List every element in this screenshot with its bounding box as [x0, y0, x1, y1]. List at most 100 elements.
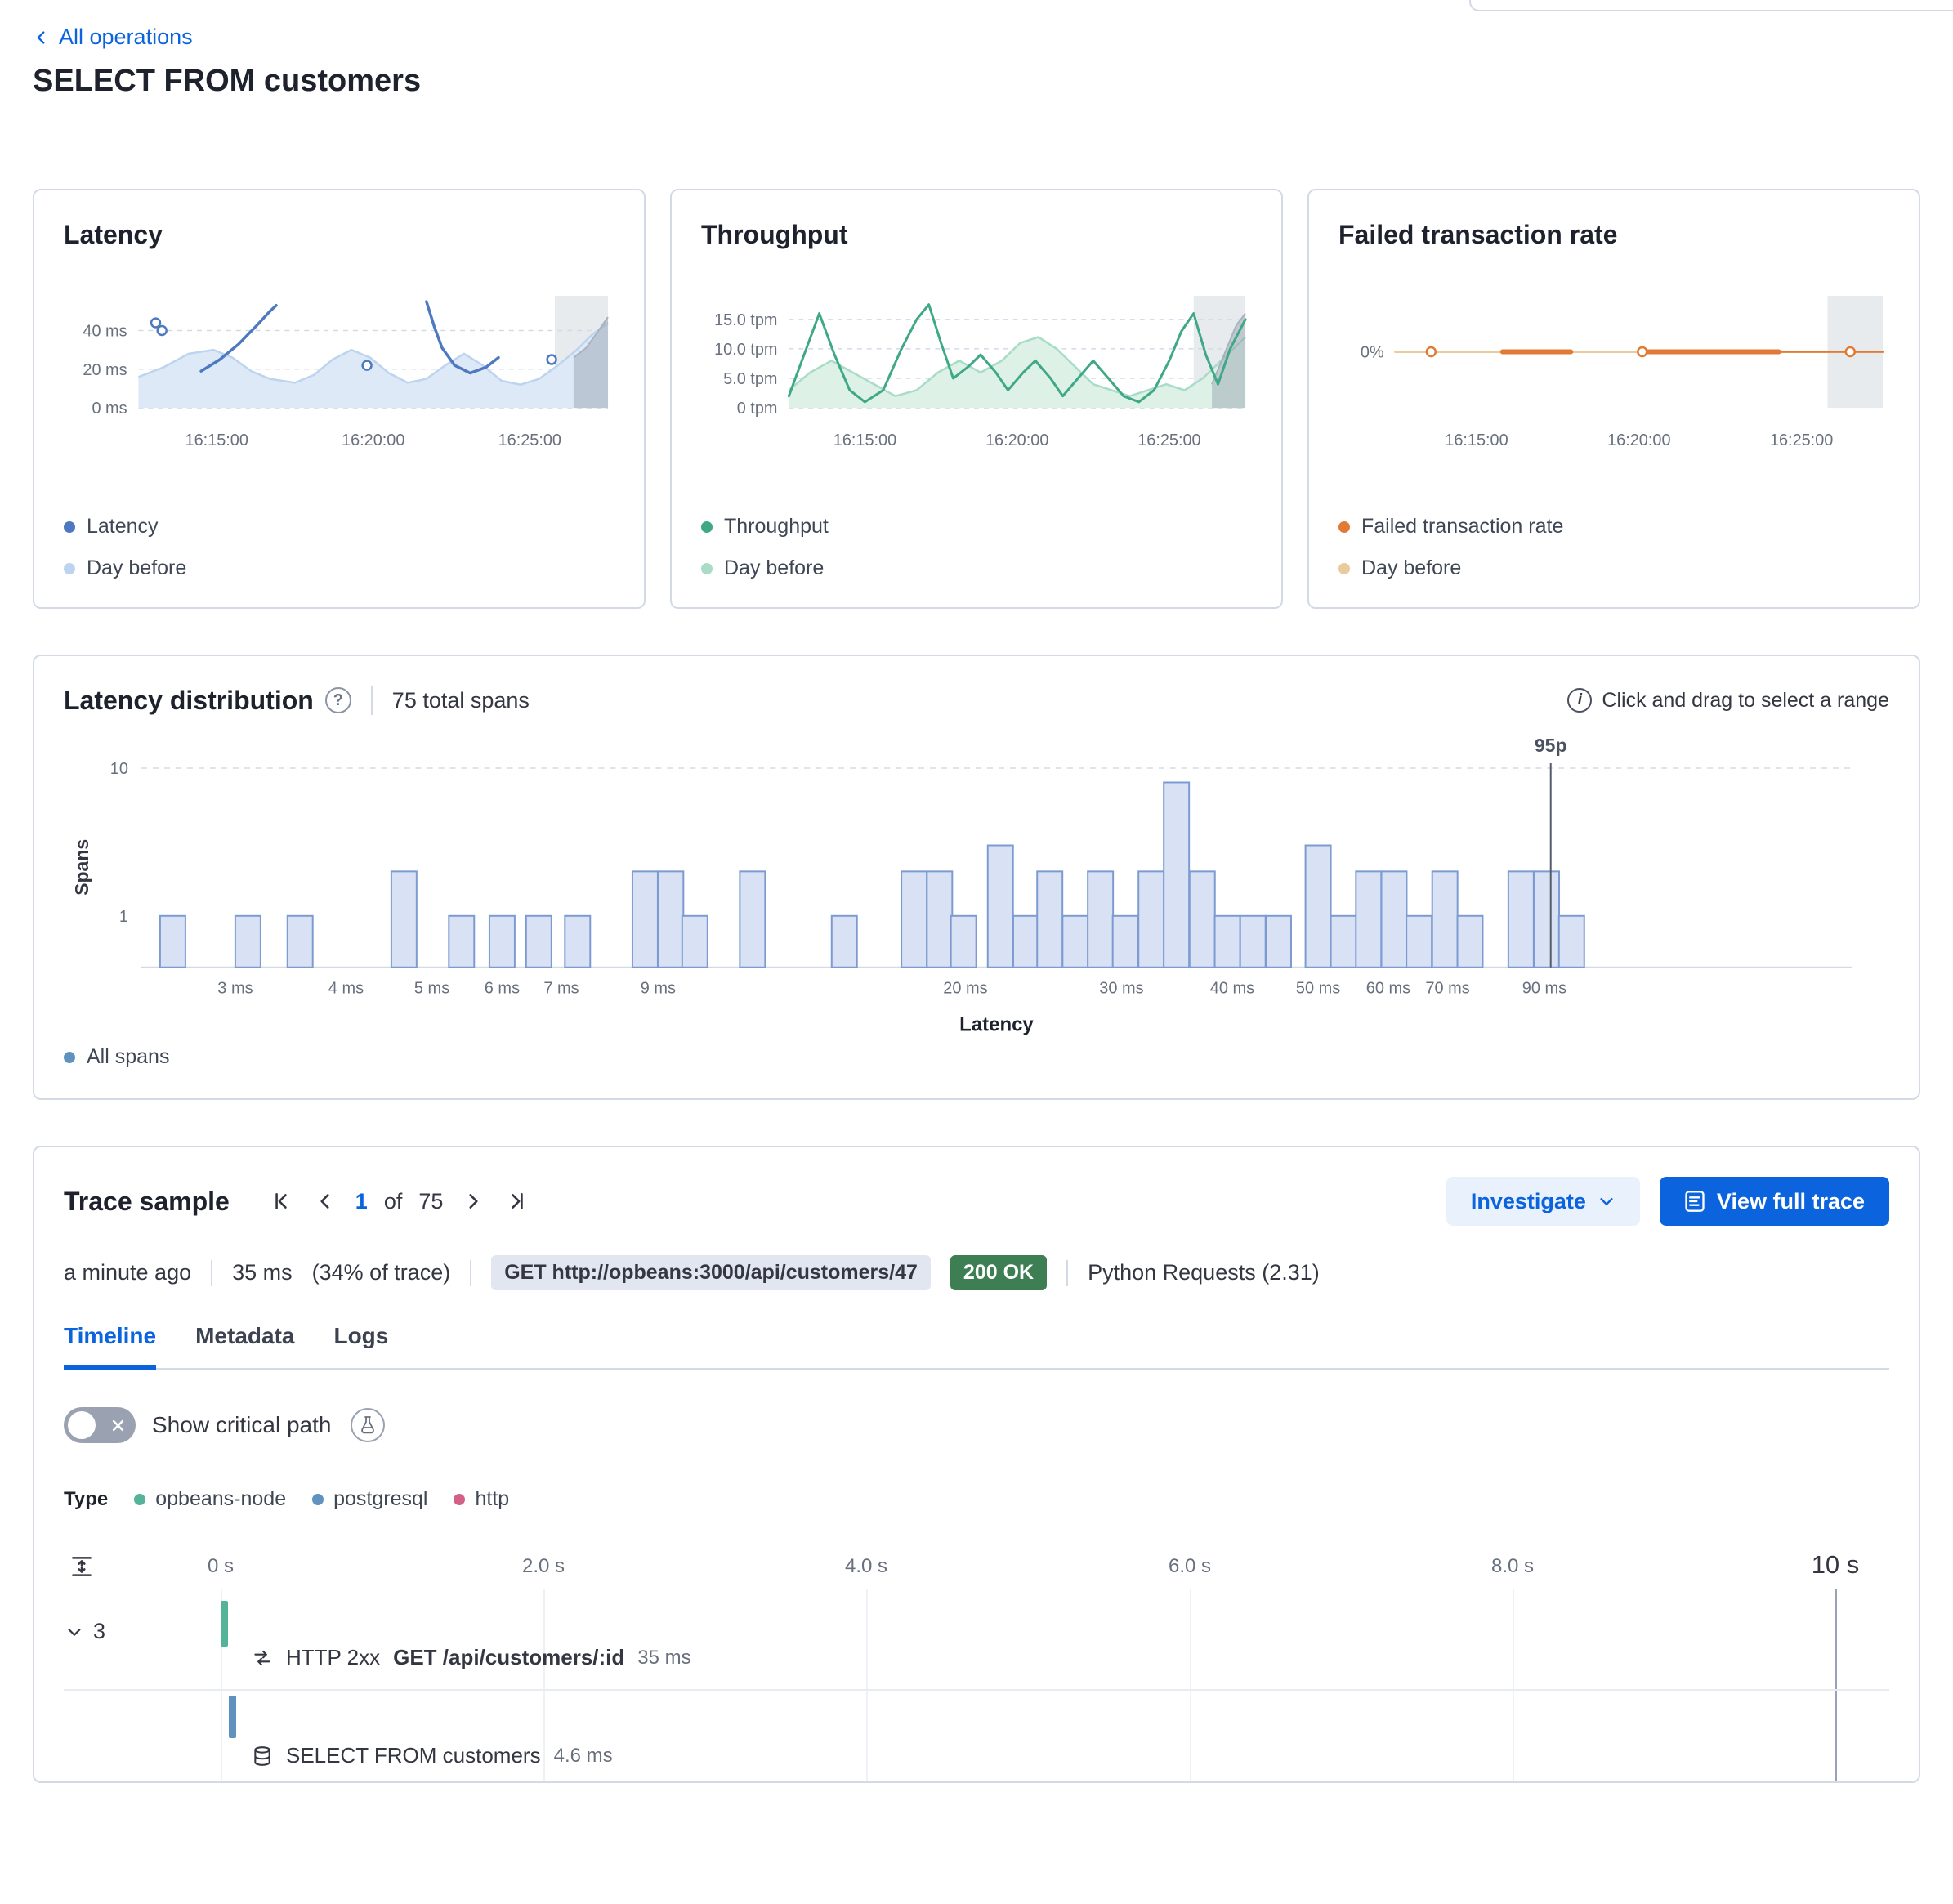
legend-dot	[64, 1051, 75, 1063]
help-icon[interactable]: ?	[324, 687, 351, 713]
svg-text:20 ms: 20 ms	[943, 979, 987, 997]
legend-item-day-before[interactable]: Day before	[701, 556, 1252, 580]
total-pages: 75	[418, 1188, 444, 1213]
failed-rate-panel: Failed transaction rate 0% 16:15:00 16:20:…	[1307, 188, 1920, 609]
total-spans-label: 75 total spans	[391, 687, 530, 713]
prev-page-button[interactable]	[311, 1187, 339, 1215]
waterfall-time-axis: 0 s 2.0 s 4.0 s 6.0 s 8.0 s 10 s	[64, 1550, 1889, 1593]
transaction-icon	[254, 1650, 270, 1665]
view-full-trace-button[interactable]: View full trace	[1659, 1177, 1889, 1227]
trace-age: a minute ago	[64, 1260, 192, 1285]
latency-panel: Latency 40 ms 20 ms 0 ms 16:15:00 16:20:00 16…	[33, 188, 646, 609]
first-page-button[interactable]	[267, 1187, 295, 1215]
latency-distribution-chart[interactable]: 10 1 95p 3 ms 4 ms 5 ms 6 ms 7 ms 9 ms 20 ms 30 ms…	[64, 731, 1889, 1041]
svg-text:1: 1	[119, 907, 128, 925]
timeline-ruler-icon[interactable]	[69, 1553, 95, 1580]
tab-logs[interactable]: Logs	[333, 1323, 389, 1349]
drag-hint-label: Click and drag to select a range	[1602, 688, 1889, 712]
legend-label: Throughput	[724, 515, 829, 539]
svg-text:30 ms: 30 ms	[1099, 979, 1143, 997]
timeline-gridline	[221, 1589, 222, 1782]
svg-text:0 tpm: 0 tpm	[737, 400, 778, 418]
page-title: SELECT FROM customers	[33, 63, 422, 98]
legend-label: Day before	[1361, 556, 1462, 580]
time-axis-label: 6.0 s	[1168, 1555, 1212, 1578]
divider	[370, 686, 373, 715]
svg-text:3 ms: 3 ms	[217, 979, 253, 997]
waterfall-row-db: SELECT FROM customers 4.6 ms	[64, 1689, 1889, 1781]
svg-text:16:20:00: 16:20:00	[1607, 431, 1670, 449]
type-label: Type	[64, 1487, 109, 1510]
type-item-label: opbeans-node	[155, 1487, 287, 1511]
type-item-label: http	[475, 1487, 510, 1511]
legend-label: All spans	[87, 1045, 170, 1069]
svg-text:50 ms: 50 ms	[1296, 979, 1340, 997]
waterfall: 0 s 2.0 s 4.0 s 6.0 s 8.0 s 10 s 3 HTTP 2xx G…	[64, 1550, 1889, 1782]
legend-item-throughput[interactable]: Throughput	[701, 515, 1252, 539]
type-legend: Type opbeans-node postgresql http	[64, 1487, 1889, 1511]
throughput-chart[interactable]: 15.0 tpm 10.0 tpm 5.0 tpm 0 tpm 16:15:00 16:2…	[701, 286, 1252, 473]
group-count: 3	[93, 1619, 106, 1644]
metric-cards: Latency 40 ms 20 ms 0 ms 16:15:00 16:20:00 16…	[33, 188, 1920, 609]
latency-chart[interactable]: 40 ms 20 ms 0 ms 16:15:00 16:20:00 16:25:00	[64, 286, 615, 473]
breadcrumb-all-operations[interactable]: All operations	[33, 25, 193, 50]
svg-text:16:25:00: 16:25:00	[1770, 431, 1833, 449]
trace-sample-title: Trace sample	[64, 1186, 230, 1216]
waterfall-gridlines	[64, 1589, 1889, 1782]
divider	[1066, 1259, 1069, 1286]
divider	[470, 1259, 472, 1286]
svg-text:9 ms: 9 ms	[641, 979, 676, 997]
skip-first-icon	[275, 1193, 287, 1210]
investigate-button[interactable]: Investigate	[1446, 1177, 1640, 1227]
toggle-knob	[68, 1411, 96, 1440]
last-page-button[interactable]	[503, 1187, 531, 1215]
svg-text:20 ms: 20 ms	[83, 360, 127, 378]
critical-path-toggle[interactable]	[64, 1407, 136, 1444]
svg-text:16:20:00: 16:20:00	[342, 431, 404, 449]
tab-metadata[interactable]: Metadata	[195, 1323, 295, 1349]
chevron-down-icon	[68, 1628, 81, 1636]
database-icon	[254, 1745, 270, 1766]
svg-text:16:20:00: 16:20:00	[985, 431, 1048, 449]
svg-text:5 ms: 5 ms	[414, 979, 449, 997]
svg-text:6 ms: 6 ms	[485, 979, 520, 997]
legend-item-day-before[interactable]: Day before	[64, 556, 615, 580]
legend-item-day-before[interactable]: Day before	[1338, 556, 1889, 580]
trace-pagination: 1 of 75	[267, 1187, 532, 1215]
legend-dot	[1338, 521, 1350, 533]
span-label-transaction[interactable]: HTTP 2xx GET /api/customers/:id 35 ms	[252, 1645, 691, 1670]
legend-item-latency[interactable]: Latency	[64, 515, 615, 539]
legend-dot	[1338, 562, 1350, 574]
beta-flask-icon[interactable]	[351, 1408, 386, 1443]
view-full-trace-label: View full trace	[1716, 1188, 1865, 1213]
failed-rate-legend: Failed transaction rate Day before	[1338, 515, 1889, 580]
investigate-label: Investigate	[1470, 1188, 1586, 1213]
span-name: GET /api/customers/:id	[393, 1645, 625, 1670]
svg-text:16:15:00: 16:15:00	[1445, 431, 1508, 449]
type-item-label: postgresql	[333, 1487, 428, 1511]
timeline-gridline	[1513, 1589, 1514, 1782]
breadcrumb-label: All operations	[59, 25, 193, 49]
time-axis-label: 10 s	[1811, 1550, 1860, 1580]
request-badge: GET http://opbeans:3000/api/customers/47	[491, 1255, 931, 1291]
drag-hint: i Click and drag to select a range	[1567, 688, 1889, 713]
legend-item-all-spans[interactable]: All spans	[64, 1045, 1889, 1069]
svg-text:5.0 tpm: 5.0 tpm	[723, 369, 777, 387]
span-bar-db[interactable]	[229, 1696, 236, 1739]
tab-timeline[interactable]: Timeline	[64, 1323, 157, 1370]
cross-icon	[112, 1420, 124, 1432]
next-page-button[interactable]	[459, 1187, 487, 1215]
span-label-db[interactable]: SELECT FROM customers 4.6 ms	[252, 1743, 613, 1768]
current-page: 1	[355, 1188, 368, 1213]
legend-dot	[64, 521, 75, 533]
trace-percent: (34% of trace)	[311, 1260, 451, 1285]
accordion-toggle[interactable]: 3	[65, 1619, 105, 1644]
legend-item-failed-rate[interactable]: Failed transaction rate	[1338, 515, 1889, 539]
skip-last-icon	[512, 1193, 524, 1210]
latency-distribution-header: Latency distribution ? 75 total spans i …	[64, 686, 1889, 716]
timeline-gridline	[866, 1589, 868, 1782]
throughput-panel: Throughput 15.0 tpm 10.0 tpm 5.0 tpm 0 tpm 1…	[670, 188, 1283, 609]
failed-rate-chart[interactable]: 0% 16:15:00 16:20:00 16:25:00	[1338, 286, 1889, 473]
span-bar-transaction[interactable]	[221, 1601, 228, 1647]
time-axis-label: 4.0 s	[844, 1555, 888, 1578]
